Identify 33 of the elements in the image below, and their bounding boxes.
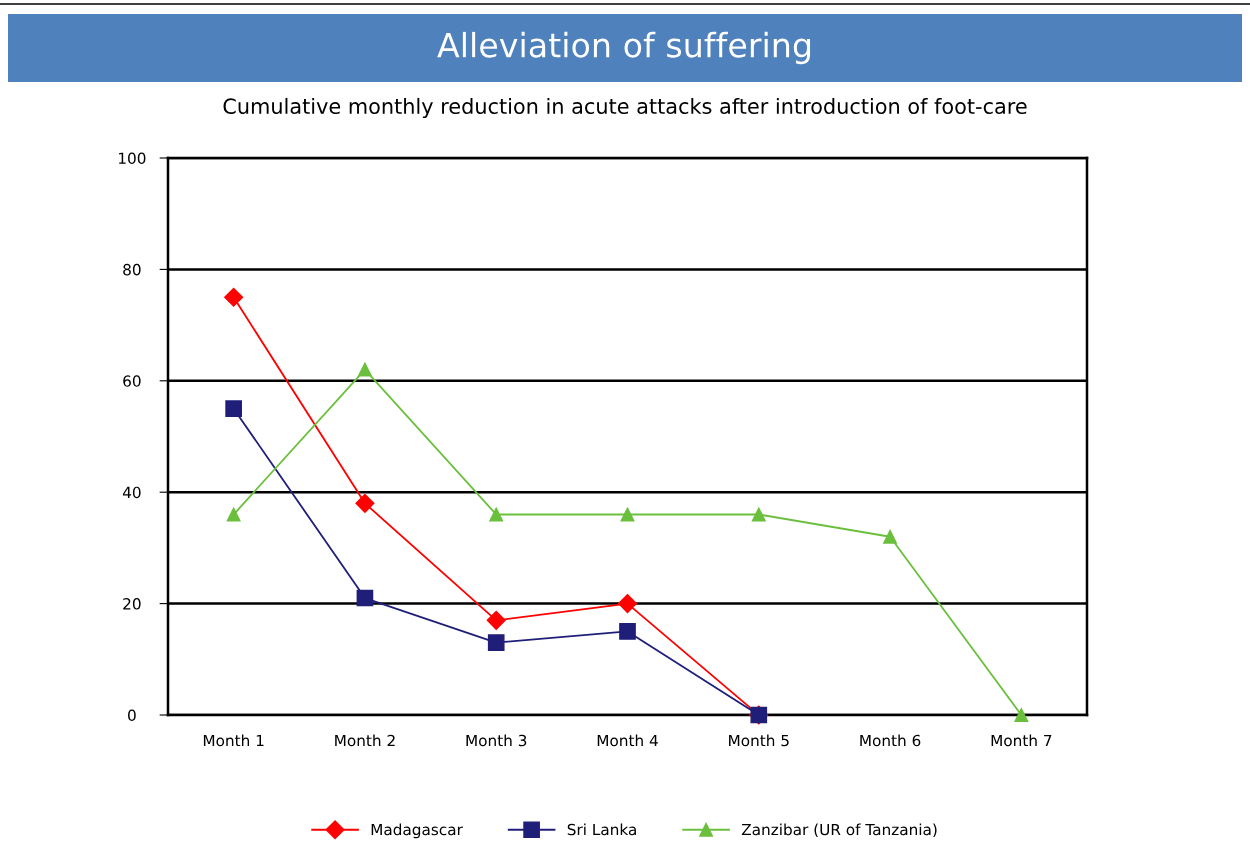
point: [355, 493, 375, 513]
legend-label: Sri Lanka: [567, 823, 636, 836]
y-tick-label: 60: [123, 375, 141, 387]
y-tick-label: 40: [122, 486, 141, 499]
y-tick-label: 80: [123, 263, 141, 276]
point: [224, 287, 244, 307]
point: [487, 634, 505, 651]
point: [226, 507, 241, 522]
point: [751, 507, 766, 522]
point: [620, 507, 635, 522]
y-tick-label: 100: [118, 152, 146, 165]
chart-title: Alleviation of suffering: [437, 31, 811, 65]
point: [1014, 708, 1029, 722]
point: [357, 362, 372, 377]
point: [225, 400, 242, 417]
x-tick-label: Month 1: [203, 734, 264, 747]
legend-label: Madagascar: [371, 823, 463, 839]
point: [617, 594, 638, 614]
x-tick-label: Month 5: [729, 734, 789, 747]
y-tick-label: 0: [128, 709, 136, 722]
point: [619, 623, 636, 640]
x-tick-label: Month 6: [860, 734, 921, 747]
x-tick-label: Month 2: [335, 734, 395, 747]
point: [883, 529, 898, 544]
y-tick-label: 20: [123, 598, 141, 610]
point: [489, 507, 504, 522]
legend-label: Zanzibar (UR of Tanzania): [741, 823, 937, 838]
point: [356, 589, 374, 607]
x-tick-label: Month 3: [466, 734, 527, 747]
chart-subtitle: Cumulative monthly reduction in acute attacks after introduction of foot-care: [223, 97, 1027, 119]
x-tick-label: Month 4: [597, 734, 658, 747]
point: [486, 610, 506, 630]
x-tick-label: Month 7: [991, 734, 1052, 747]
